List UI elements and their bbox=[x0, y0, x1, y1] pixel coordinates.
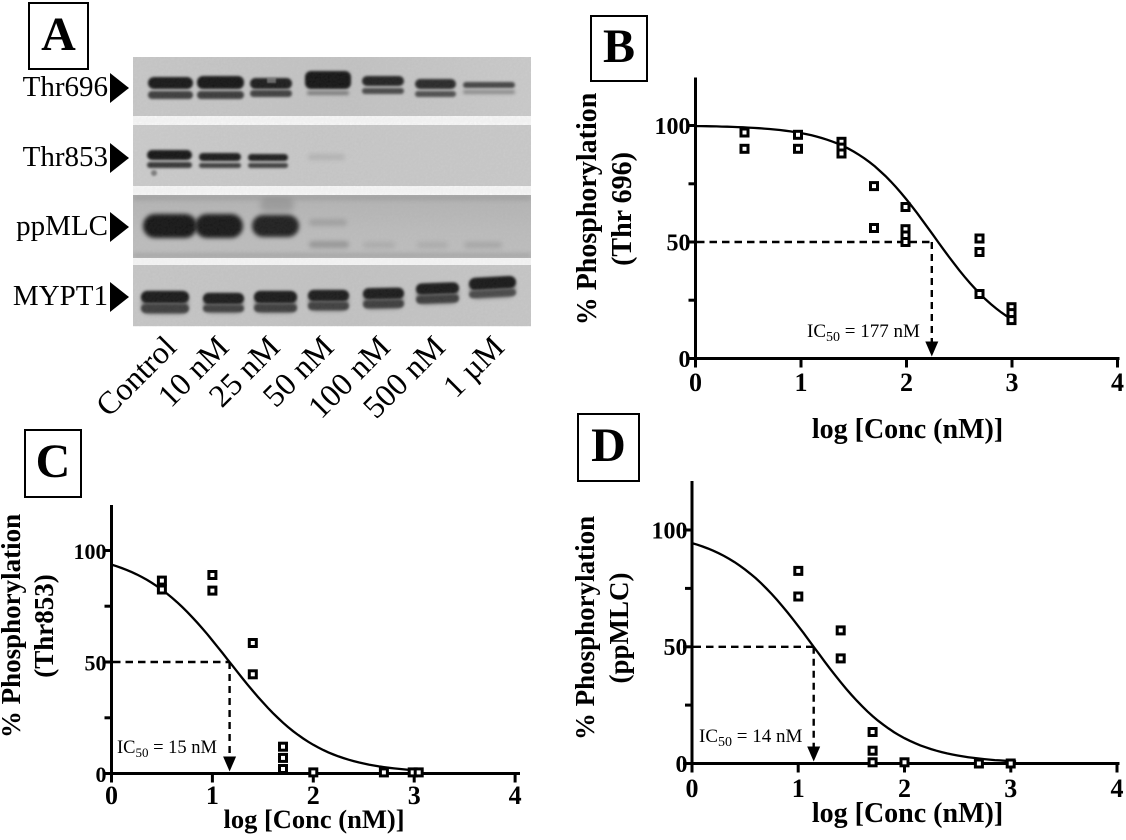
svg-text:0: 0 bbox=[96, 762, 107, 787]
svg-text:3: 3 bbox=[408, 781, 421, 810]
svg-text:4: 4 bbox=[1111, 368, 1124, 397]
svg-text:log [Conc (nM)]: log [Conc (nM)] bbox=[812, 798, 1003, 829]
svg-text:log [Conc (nM)]: log [Conc (nM)] bbox=[812, 414, 1003, 445]
svg-text:1: 1 bbox=[795, 368, 808, 397]
svg-text:50: 50 bbox=[664, 635, 688, 661]
svg-text:4: 4 bbox=[1111, 774, 1124, 803]
svg-text:(Thr 696): (Thr 696) bbox=[607, 152, 638, 266]
svg-text:4: 4 bbox=[509, 781, 522, 810]
svg-text:50: 50 bbox=[667, 231, 691, 257]
svg-text:50: 50 bbox=[85, 651, 107, 676]
svg-text:1: 1 bbox=[792, 774, 805, 803]
svg-text:3: 3 bbox=[1006, 368, 1019, 397]
svg-text:0: 0 bbox=[679, 347, 691, 373]
svg-text:2: 2 bbox=[898, 774, 911, 803]
svg-text:log [Conc (nM)]: log [Conc (nM)] bbox=[223, 804, 404, 834]
svg-text:2: 2 bbox=[900, 368, 913, 397]
svg-text:2: 2 bbox=[307, 781, 320, 810]
svg-text:IC50 = 15 nM: IC50 = 15 nM bbox=[117, 738, 217, 760]
svg-text:1: 1 bbox=[206, 781, 219, 810]
svg-text:100: 100 bbox=[655, 114, 691, 140]
svg-text:3: 3 bbox=[1004, 774, 1017, 803]
svg-text:(ppMLC): (ppMLC) bbox=[604, 572, 634, 683]
svg-text:0: 0 bbox=[686, 774, 699, 803]
svg-text:0: 0 bbox=[105, 781, 118, 810]
svg-text:100: 100 bbox=[74, 539, 107, 564]
svg-text:100: 100 bbox=[652, 519, 688, 545]
svg-text:IC50 = 14 nM: IC50 = 14 nM bbox=[699, 726, 802, 750]
svg-text:(Thr853): (Thr853) bbox=[29, 574, 59, 678]
svg-text:% Phosphorylation: % Phosphorylation bbox=[0, 514, 26, 738]
svg-text:% Phosphorylation: % Phosphorylation bbox=[570, 516, 600, 740]
svg-text:IC50 = 177 nM: IC50 = 177 nM bbox=[807, 321, 920, 345]
svg-text:% Phosphorylation: % Phosphorylation bbox=[572, 92, 603, 325]
svg-text:0: 0 bbox=[676, 752, 688, 778]
svg-text:0: 0 bbox=[689, 368, 702, 397]
